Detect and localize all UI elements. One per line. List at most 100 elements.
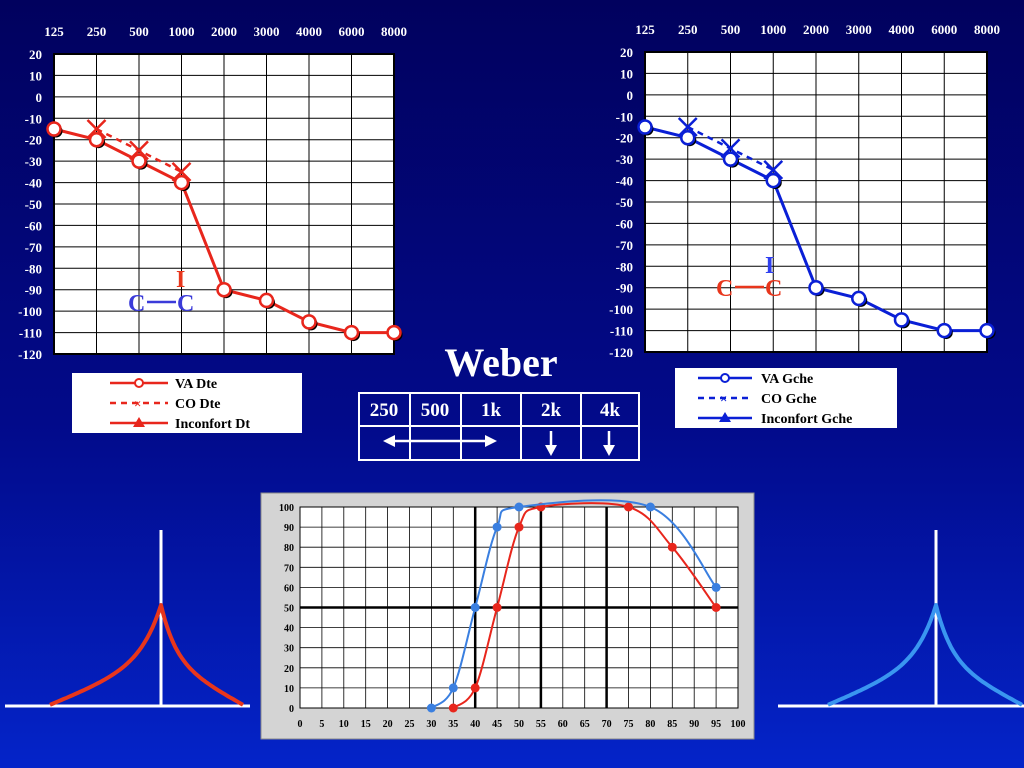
legend-item: VA Dte [110,377,217,392]
y-tick-label: 20 [29,47,42,62]
x-tick-label: 80 [645,719,655,730]
discomfort-i-label: I [176,267,185,293]
y-tick-label: -90 [616,281,633,296]
speech-audiogram-y-ticks: 0 10 20 30 40 50 60 70 80 90 100 [279,503,294,715]
x-tick-label: 60 [558,719,568,730]
circle-marker [173,174,190,191]
data-point [711,582,721,592]
y-tick-label: 0 [36,90,43,105]
legend-item: VA Gche [698,372,813,387]
y-tick-label: 90 [284,523,294,534]
y-tick-label: 60 [284,583,294,594]
audiogram-left-x-ticks: 125 250 500 1000 2000 3000 4000 6000 8000 [635,22,1000,37]
discomfort-i-label: I [765,253,774,279]
speech-audiogram-grid [300,507,738,708]
y-tick-label: 10 [29,68,42,83]
triangle-marker-icon [133,417,145,427]
y-tick-label: -30 [616,152,633,167]
circle-marker [936,322,952,339]
y-tick-label: -60 [25,218,42,233]
data-point [667,542,677,552]
y-tick-label: 50 [284,604,294,615]
legend-item: Inconfort Dt [110,417,250,432]
tone-curve-line [49,603,244,707]
x-tick-label: 4000 [296,24,322,39]
data-point [470,603,480,612]
weber-header-cell: 250 [370,400,399,421]
arrow-down-icon [545,431,557,456]
audiogram-left-grid [645,52,987,352]
data-point [470,683,480,693]
y-tick-label: -100 [18,304,42,319]
data-point [711,603,721,612]
x-marker [720,138,741,159]
y-tick-label: -100 [609,302,633,317]
data-point [492,603,502,612]
circle-marker [343,324,360,341]
circle-marker [979,322,995,339]
y-tick-label: -40 [616,174,633,189]
x-tick-label: 30 [426,719,436,730]
circle-marker [722,151,739,167]
legend-item: × CO Dte [110,396,221,412]
tone-curve-right [778,530,1024,708]
circle-marker [88,131,105,148]
x-tick-label: 65 [580,719,590,730]
svg-text:Inconfort Dt: Inconfort Dt [175,417,250,432]
x-tick-label: 20 [383,719,393,730]
x-tick-label: 8000 [974,22,1000,37]
circle-marker [131,153,147,169]
x-tick-label: 25 [405,719,415,730]
page-title: Weber [444,340,557,385]
y-tick-label: -70 [25,240,42,255]
x-tick-label: 40 [470,719,480,730]
svg-text:Inconfort Gche: Inconfort Gche [761,412,852,427]
x-marker [129,140,149,161]
circle-marker [637,119,653,135]
x-tick-label: 3000 [254,24,280,39]
x-tick-label: 500 [721,22,741,37]
y-tick-label: -90 [25,283,42,298]
double-arrow-left-right-icon [383,435,497,447]
data-point [448,683,458,693]
circle-marker [893,312,910,328]
x-marker [763,159,784,180]
y-tick-label: -10 [616,109,633,124]
audiogram-right-x-ticks: 125 250 500 1000 2000 3000 4000 6000 8000 [44,24,407,39]
y-tick-label: -40 [25,176,42,191]
audiogram-right-y-ticks: 20 10 0 -10 -20 -30 -40 -50 -60 -70 -80 -90 -100 -110… [18,47,42,362]
audiogram-left-series [637,117,996,340]
data-point [514,522,524,532]
x-tick-label: 10 [339,719,349,730]
y-tick-label: -30 [25,154,42,169]
tone-curve-line [827,603,1023,707]
x-marker [677,117,698,137]
legend-item: Inconfort Gche [698,412,852,427]
masking-c-label: C [716,276,733,302]
x-tick-label: 85 [667,719,677,730]
legend-right: VA Dte × CO Dte Inconfort Dt [72,373,302,433]
y-tick-label: 0 [289,704,294,715]
weber-header-cell: 2k [541,400,562,421]
data-point [426,703,436,713]
audiogram-right-series [46,119,403,342]
x-tick-label: 35 [448,719,458,730]
x-tick-label: 1000 [169,24,195,39]
circle-marker [765,172,781,189]
data-point [448,703,458,713]
x-tick-label: 4000 [889,22,915,37]
data-point [624,502,633,512]
x-tick-label: 8000 [381,24,407,39]
audiogram-left-y-ticks: 20 10 0 -10 -20 -30 -40 -50 -60 -70 -80 -90 -100 -110… [609,45,633,360]
circle-marker [258,292,275,309]
x-tick-label: 70 [602,719,612,730]
y-tick-label: -60 [616,216,633,231]
speech-audiogram-series [426,499,721,713]
circle-marker [216,281,232,298]
x-tick-label: 90 [689,719,699,730]
masking-c-label: C [765,276,782,302]
x-marker [86,119,107,139]
y-tick-label: -120 [18,347,42,362]
weber-header-cell: 1k [481,400,502,421]
